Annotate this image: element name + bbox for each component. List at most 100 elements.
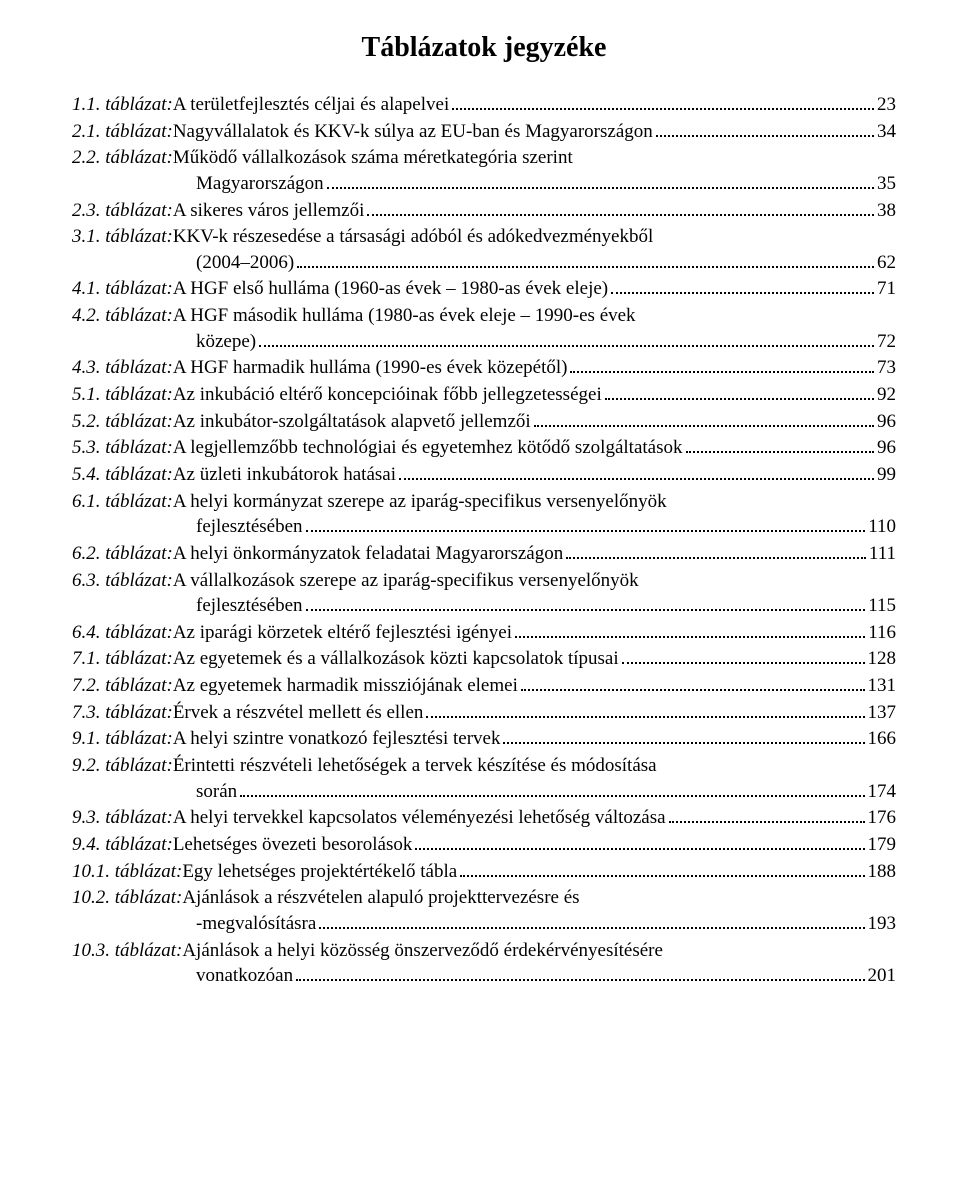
toc-text: A helyi önkormányzatok feladatai Magyaro… [173,541,563,567]
toc-label: 6.4. táblázat: [72,620,173,646]
toc-row: 9.4. táblázat: Lehetséges övezeti besoro… [72,832,896,858]
toc-entry: 4.1. táblázat: A HGF első hulláma (1960-… [72,276,896,302]
toc-label: 7.1. táblázat: [72,646,173,672]
toc-label: 9.4. táblázat: [72,832,173,858]
toc-label: 4.2. táblázat: [72,303,173,329]
toc-entry: 3.1. táblázat: KKV-k részesedése a társa… [72,224,896,275]
toc-label: 7.2. táblázat: [72,673,173,699]
toc-row: során 174 [72,779,896,805]
toc-row: 3.1. táblázat: KKV-k részesedése a társa… [72,224,896,250]
toc-text: A HGF első hulláma (1960-as évek – 1980-… [173,276,608,302]
toc-text: A helyi tervekkel kapcsolatos véleményez… [173,805,666,831]
toc-leader-dots [259,332,874,347]
toc-entry: 5.4. táblázat: Az üzleti inkubátorok hat… [72,462,896,488]
toc-text: A helyi kormányzat szerepe az iparág-spe… [173,489,667,515]
toc-page: 73 [877,355,896,381]
toc-label: 9.3. táblázat: [72,805,173,831]
toc-row: 7.1. táblázat: Az egyetemek és a vállalk… [72,646,896,672]
toc-text: A területfejlesztés céljai és alapelvei [173,92,449,118]
toc-entry: 9.1. táblázat: A helyi szintre vonatkozó… [72,726,896,752]
toc-label: 10.2. táblázat: [72,885,182,911]
toc-label: 3.1. táblázat: [72,224,173,250]
toc-page: 96 [877,435,896,461]
toc-entry: 10.1. táblázat: Egy lehetséges projektér… [72,859,896,885]
toc-row: 5.3. táblázat: A legjellemzőbb technológ… [72,435,896,461]
toc-leader-dots [656,121,874,136]
toc-row: 6.2. táblázat: A helyi önkormányzatok fe… [72,541,896,567]
toc-text: A legjellemzőbb technológiai és egyetemh… [173,435,683,461]
toc-row: 1.1. táblázat: A területfejlesztés célja… [72,92,896,118]
table-of-contents: 1.1. táblázat: A területfejlesztés célja… [72,92,896,989]
toc-row: 2.1. táblázat: Nagyvállalatok és KKV-k s… [72,119,896,145]
toc-text: fejlesztésében [196,593,303,619]
toc-leader-dots [452,95,874,110]
toc-label: 6.1. táblázat: [72,489,173,515]
toc-entry: 2.1. táblázat: Nagyvállalatok és KKV-k s… [72,119,896,145]
toc-entry: 10.3. táblázat: Ajánlások a helyi közöss… [72,938,896,989]
toc-page: 179 [868,832,897,858]
toc-entry: 9.4. táblázat: Lehetséges övezeti besoro… [72,832,896,858]
toc-page: 23 [877,92,896,118]
toc-entry: 6.4. táblázat: Az iparági körzetek eltér… [72,620,896,646]
toc-text: Magyarországon [196,171,324,197]
toc-row: 2.2. táblázat: Működő vállalkozások szám… [72,145,896,171]
toc-label: 5.4. táblázat: [72,462,173,488]
toc-page: 193 [868,911,897,937]
toc-label: 7.3. táblázat: [72,700,173,726]
toc-row: vonatkozóan 201 [72,963,896,989]
toc-page: 176 [868,805,897,831]
toc-row: 7.2. táblázat: Az egyetemek harmadik mis… [72,673,896,699]
toc-text: Az egyetemek és a vállalkozások közti ka… [173,646,619,672]
toc-text: Működő vállalkozások száma méretkategóri… [173,145,573,171]
toc-text: Nagyvállalatok és KKV-k súlya az EU-ban … [173,119,653,145]
toc-leader-dots [367,200,874,215]
toc-row: 9.2. táblázat: Érintetti részvételi lehe… [72,753,896,779]
toc-leader-dots [327,174,874,189]
toc-text: Lehetséges övezeti besorolások [173,832,413,858]
toc-row: 6.3. táblázat: A vállalkozások szerepe a… [72,568,896,594]
toc-row: 2.3. táblázat: A sikeres város jellemzői… [72,198,896,224]
toc-entry: 7.3. táblázat: Érvek a részvétel mellett… [72,700,896,726]
toc-leader-dots [605,385,874,400]
toc-row: 4.2. táblázat: A HGF második hulláma (19… [72,303,896,329]
toc-label: 5.2. táblázat: [72,409,173,435]
toc-leader-dots [306,517,866,532]
toc-label: 2.2. táblázat: [72,145,173,171]
toc-page: 99 [877,462,896,488]
toc-entry: 9.3. táblázat: A helyi tervekkel kapcsol… [72,805,896,831]
toc-label: 6.3. táblázat: [72,568,173,594]
toc-row: 10.1. táblázat: Egy lehetséges projektér… [72,859,896,885]
toc-leader-dots [503,729,864,744]
toc-row: (2004–2006) 62 [72,250,896,276]
toc-row: 5.1. táblázat: Az inkubáció eltérő konce… [72,382,896,408]
toc-label: 10.1. táblázat: [72,859,182,885]
toc-leader-dots [622,649,865,664]
toc-leader-dots [399,465,874,480]
toc-text: Ajánlások a helyi közösség önszerveződő … [182,938,663,964]
toc-page: 71 [877,276,896,302]
toc-row: közepe) 72 [72,329,896,355]
toc-leader-dots [460,861,864,876]
toc-page: 62 [877,250,896,276]
toc-label: 1.1. táblázat: [72,92,173,118]
toc-entry: 5.2. táblázat: Az inkubátor-szolgáltatás… [72,409,896,435]
toc-row: Magyarországon 35 [72,171,896,197]
toc-label: 5.3. táblázat: [72,435,173,461]
toc-row: 10.2. táblázat: Ajánlások a részvételen … [72,885,896,911]
toc-page: 201 [868,963,897,989]
toc-entry: 10.2. táblázat: Ajánlások a részvételen … [72,885,896,936]
toc-label: 4.1. táblázat: [72,276,173,302]
toc-page: 92 [877,382,896,408]
toc-text: Az inkubáció eltérő koncepcióinak főbb j… [173,382,602,408]
toc-text: Az egyetemek harmadik missziójának eleme… [173,673,518,699]
toc-page: 38 [877,198,896,224]
toc-row: 4.3. táblázat: A HGF harmadik hulláma (1… [72,355,896,381]
toc-leader-dots [521,676,865,691]
toc-page: 96 [877,409,896,435]
toc-row: fejlesztésében 115 [72,593,896,619]
toc-page: 34 [877,119,896,145]
toc-row: 5.4. táblázat: Az üzleti inkubátorok hat… [72,462,896,488]
toc-text: Az üzleti inkubátorok hatásai [173,462,396,488]
toc-entry: 6.3. táblázat: A vállalkozások szerepe a… [72,568,896,619]
toc-label: 9.1. táblázat: [72,726,173,752]
